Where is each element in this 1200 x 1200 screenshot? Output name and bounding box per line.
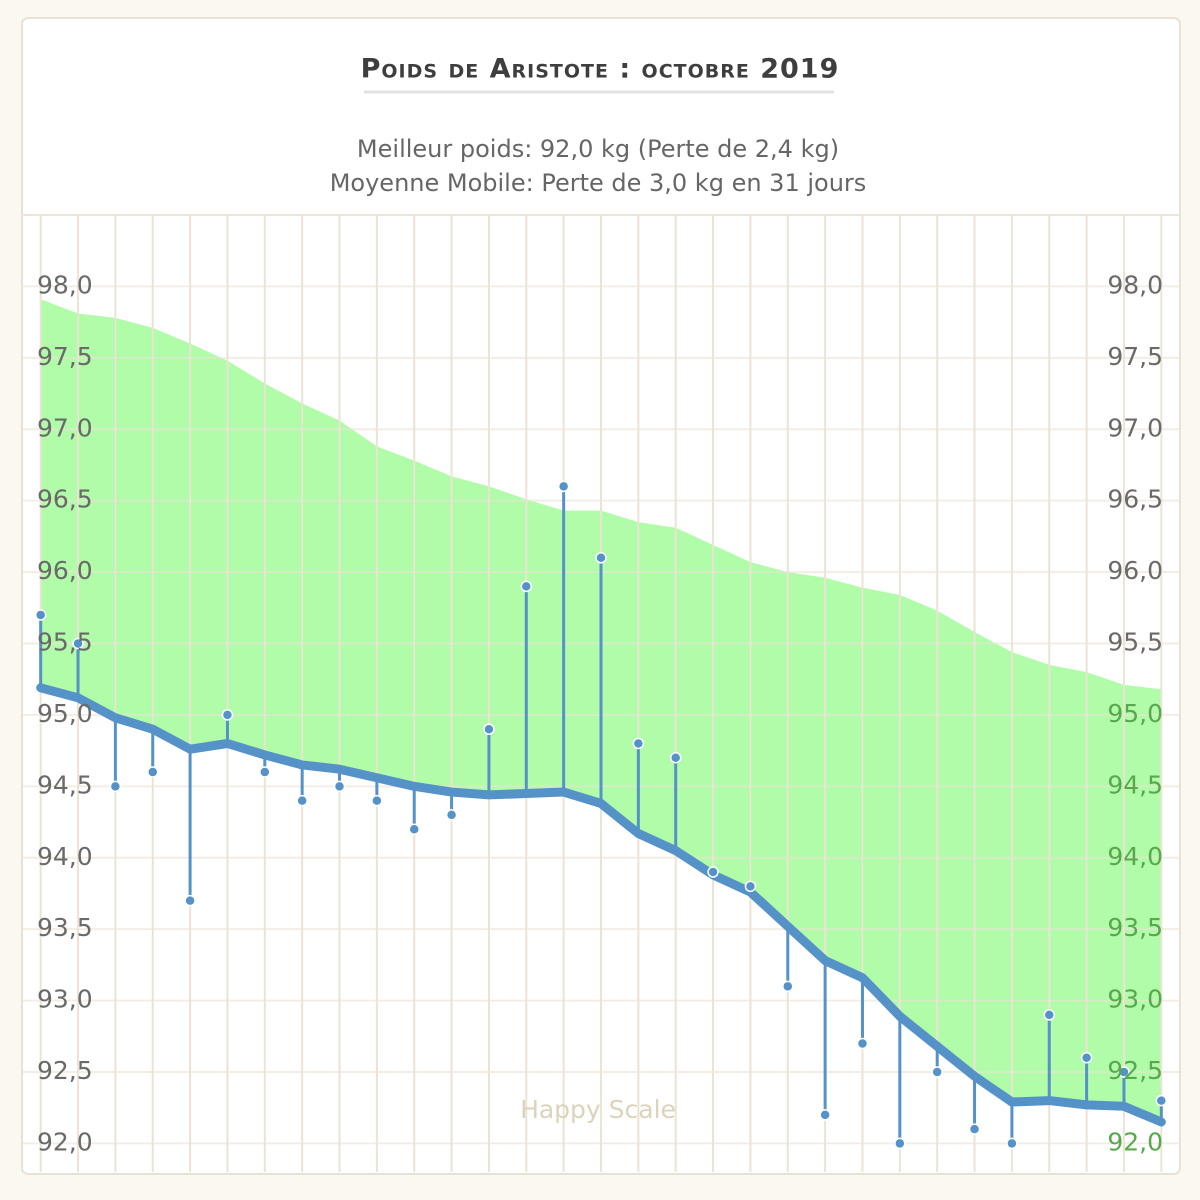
weight-point bbox=[968, 1123, 981, 1135]
weight-point bbox=[856, 1037, 869, 1050]
y2-tick-label: 94,5 bbox=[1107, 770, 1163, 799]
y-tick-label: 93,0 bbox=[37, 985, 93, 1014]
y-tick-label: 96,5 bbox=[37, 485, 93, 514]
y2-tick-label: 94,0 bbox=[1107, 842, 1163, 871]
y-tick-label: 95,0 bbox=[37, 699, 93, 728]
y2-tick-label: 92,5 bbox=[1107, 1056, 1163, 1085]
weight-point bbox=[1118, 1066, 1130, 1078]
weight-point bbox=[371, 794, 383, 807]
weight-point bbox=[483, 723, 495, 735]
weight-point bbox=[146, 766, 159, 778]
weight-point bbox=[408, 823, 420, 835]
weight-point bbox=[931, 1066, 943, 1078]
y-tick-label: 95,5 bbox=[37, 628, 93, 657]
y-tick-label: 96,0 bbox=[37, 556, 93, 585]
weight-point bbox=[34, 609, 47, 621]
weight-point bbox=[109, 780, 122, 793]
y-tick-label: 97,5 bbox=[37, 342, 93, 371]
y-tick-label: 97,0 bbox=[37, 413, 93, 442]
weight-point bbox=[445, 809, 458, 821]
weight-point bbox=[72, 637, 84, 650]
weight-point bbox=[707, 866, 719, 878]
y-tick-label: 94,0 bbox=[37, 842, 93, 871]
weight-point bbox=[1043, 1009, 1056, 1021]
weight-point bbox=[819, 1109, 831, 1121]
y2-tick-label: 95,5 bbox=[1107, 628, 1163, 657]
watermark: Happy Scale bbox=[520, 1095, 676, 1124]
weight-point bbox=[1155, 1094, 1168, 1107]
y-tick-label: 92,5 bbox=[37, 1056, 93, 1085]
y2-tick-label: 93,5 bbox=[1107, 913, 1163, 942]
weight-point bbox=[184, 894, 196, 907]
plot: Happy Scale bbox=[22, 215, 1180, 1172]
weight-point bbox=[259, 766, 271, 778]
weight-point bbox=[520, 580, 533, 593]
y2-tick-label: 97,5 bbox=[1107, 342, 1163, 371]
y2-tick-label: 96,5 bbox=[1107, 485, 1163, 514]
weight-point bbox=[333, 780, 346, 793]
weight-point bbox=[894, 1137, 906, 1150]
y-tick-label: 93,5 bbox=[37, 913, 93, 942]
y-tick-label: 98,0 bbox=[37, 270, 93, 299]
moving-average bbox=[36, 683, 1166, 1127]
weight-point bbox=[782, 980, 794, 993]
chart-title: Poids de Aristote : octobre 2019 bbox=[361, 54, 840, 85]
y2-tick-label: 92,0 bbox=[1107, 1127, 1163, 1156]
weight-point bbox=[744, 880, 757, 893]
y-tick-label: 92,0 bbox=[37, 1127, 93, 1156]
weight-point bbox=[595, 552, 607, 564]
y2-tick-label: 95,0 bbox=[1107, 699, 1163, 728]
y2-tick-label: 97,0 bbox=[1107, 413, 1163, 442]
y2-tick-label: 98,0 bbox=[1107, 270, 1163, 299]
y2-tick-label: 93,0 bbox=[1107, 985, 1163, 1014]
weight-point bbox=[1006, 1137, 1018, 1150]
y-tick-label: 94,5 bbox=[37, 770, 93, 799]
weight-point bbox=[221, 709, 234, 721]
y2-tick-label: 96,0 bbox=[1107, 556, 1163, 585]
weight-point bbox=[296, 794, 308, 807]
weight-point bbox=[632, 737, 645, 750]
weight-point bbox=[557, 480, 570, 493]
weight-point bbox=[1080, 1051, 1093, 1064]
weight-point bbox=[669, 752, 682, 764]
subtitle: Meilleur poids: 92,0 kg (Perte de 2,4 kg… bbox=[357, 135, 839, 163]
subtitle: Moyenne Mobile: Perte de 3,0 kg en 31 jo… bbox=[330, 169, 867, 197]
